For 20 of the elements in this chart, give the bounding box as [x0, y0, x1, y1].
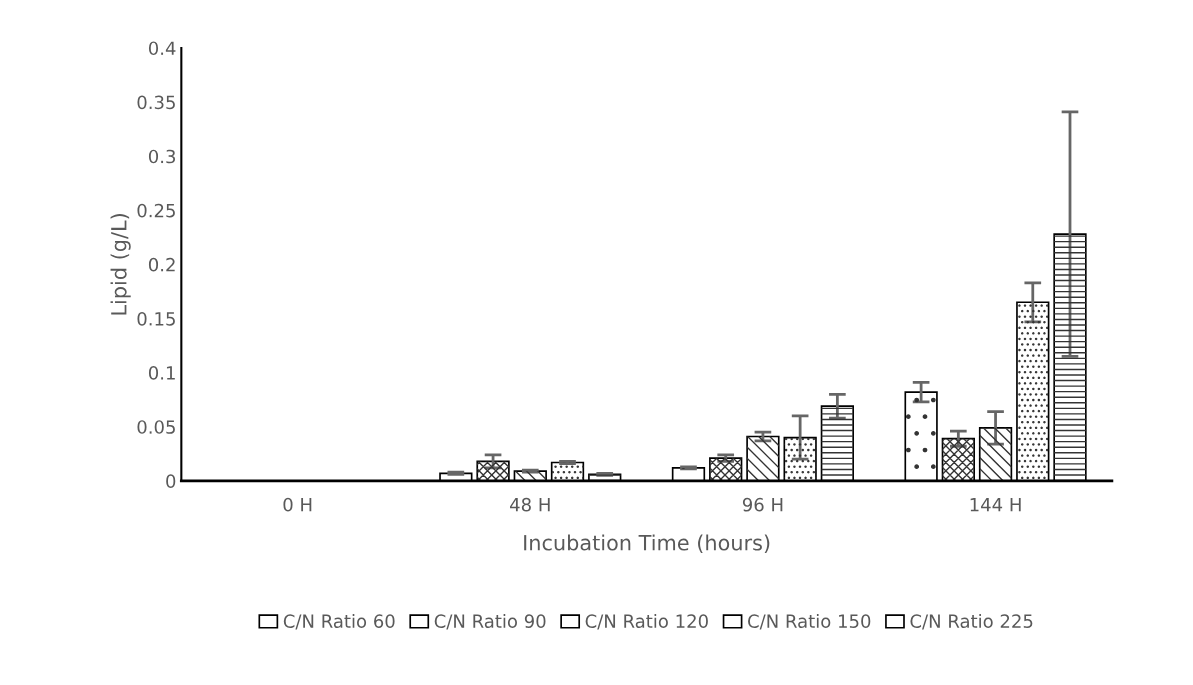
legend-label: C/N Ratio 150: [748, 614, 871, 630]
x-tick-label: 96 H: [742, 497, 783, 512]
y-tick-label: 0: [166, 474, 176, 488]
y-tick-label: 0.1: [148, 366, 175, 380]
x-tick-label: 144 H: [970, 498, 1021, 512]
y-tick-label: 0.3: [148, 149, 176, 164]
y-tick-label: 0.15: [137, 311, 175, 326]
y-tick-label: 0.25: [137, 203, 175, 218]
legend-label: C/N Ratio 225: [910, 614, 1033, 630]
x-axis-title: Incubation Time (hours): [524, 534, 770, 554]
y-tick-label: 0.05: [137, 420, 175, 434]
x-tick-label: 48 H: [510, 497, 550, 512]
legend-label: C/N Ratio 60: [283, 614, 395, 630]
legend-label: C/N Ratio 90: [434, 614, 546, 630]
y-tick-label: 0.2: [148, 257, 175, 272]
y-tick-label: 0.35: [137, 95, 175, 110]
legend-label: C/N Ratio 120: [585, 614, 708, 630]
y-axis-title: Lipid (g/L): [110, 214, 131, 315]
y-tick-label: 0.4: [148, 41, 176, 56]
x-tick-label: 0 H: [283, 497, 312, 512]
